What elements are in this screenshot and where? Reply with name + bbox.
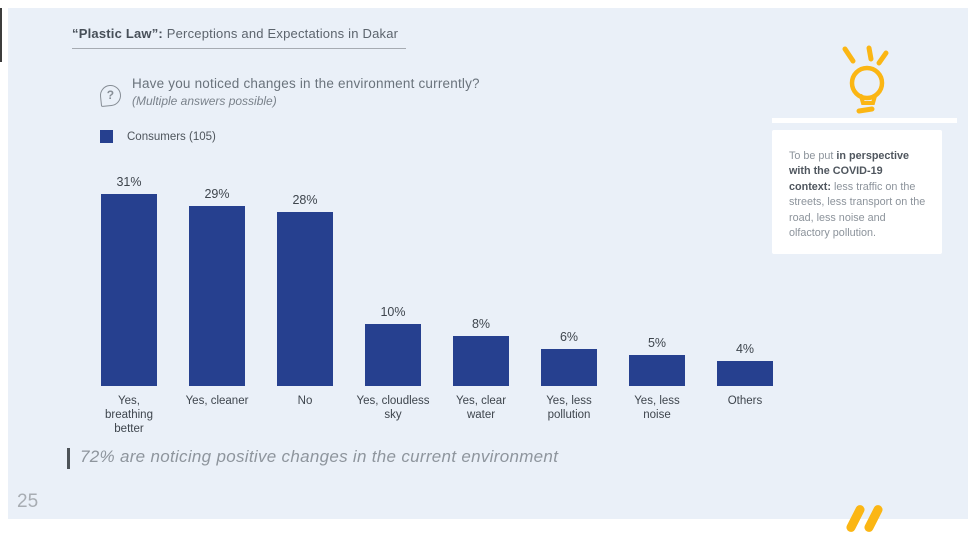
bar-category-label: Yes, clear water: [455, 395, 507, 421]
chart-column: 5% Yes, less noise: [613, 168, 701, 430]
note-prefix: To be put: [789, 150, 837, 162]
question-mark-icon: ?: [98, 83, 123, 108]
header-underline: [72, 48, 406, 49]
bar: [453, 336, 509, 386]
question-subtitle: (Multiple answers possible): [132, 94, 277, 108]
slide-background-panel: [8, 8, 968, 519]
header-title-bold: “Plastic Law”:: [72, 26, 163, 41]
note-suffix: less traffic on the streets, less transp…: [789, 180, 926, 240]
note-bold: in perspective with the COVID-19 context…: [789, 150, 910, 193]
bar: [541, 349, 597, 386]
slide-header: “Plastic Law”: Perceptions and Expectati…: [72, 26, 398, 41]
bar-value-label: 29%: [204, 187, 230, 201]
chart-column: 6% Yes, less pollution: [525, 168, 613, 430]
chart-column: 28% No: [261, 168, 349, 430]
bar-category-label: Yes, cleaner: [185, 395, 249, 407]
bar: [101, 194, 157, 386]
bar-category-label: Yes, less pollution: [546, 395, 592, 421]
page-number: 25: [17, 491, 39, 512]
chart-column: 29% Yes, cleaner: [173, 168, 261, 430]
bar-value-label: 6%: [559, 330, 579, 344]
bar-category-label: Yes, cloudless sky: [356, 395, 430, 421]
note-text: To be put in perspective with the COVID-…: [789, 149, 926, 241]
bar: [717, 361, 773, 386]
bar: [629, 355, 685, 386]
bar-chart: 31% Yes, breathing better 29% Yes, cleaner 28%…: [85, 168, 789, 435]
bar: [277, 212, 333, 386]
bar-value-label: 8%: [471, 317, 491, 331]
question-title: Have you noticed changes in the environm…: [132, 76, 480, 91]
bar: [189, 206, 245, 386]
chart-column: 31% Yes, breathing better: [85, 168, 173, 435]
header-title-rest: Perceptions and Expectations in Dakar: [162, 26, 399, 41]
bar: [365, 324, 421, 386]
bar-value-label: 28%: [292, 193, 318, 207]
note-card: To be put in perspective with the COVID-…: [772, 130, 942, 254]
chart-column: 4% Others: [701, 168, 789, 430]
chart-column: 8% Yes, clear water: [437, 168, 525, 430]
bar-category-label: Yes, breathing better: [105, 395, 153, 435]
takeaway-tick: [67, 448, 70, 469]
bar-value-label: 5%: [647, 336, 667, 350]
takeaway-text: 72% are noticing positive changes in the…: [80, 447, 559, 466]
bar-category-label: No: [297, 395, 313, 407]
bar-value-label: 10%: [380, 305, 406, 319]
bar-value-label: 31%: [116, 175, 142, 189]
chart-column: 10% Yes, cloudless sky: [349, 168, 437, 430]
bar-category-label: Yes, less noise: [634, 395, 680, 421]
legend-label: Consumers (105): [127, 130, 216, 143]
note-divider: [772, 118, 957, 123]
left-edge-line: [0, 8, 2, 62]
bar-value-label: 4%: [735, 342, 755, 356]
chart-legend: Consumers (105): [100, 130, 216, 143]
lightbulb-icon: [842, 45, 889, 114]
bar-category-label: Others: [727, 395, 763, 407]
legend-swatch-icon: [100, 130, 113, 143]
